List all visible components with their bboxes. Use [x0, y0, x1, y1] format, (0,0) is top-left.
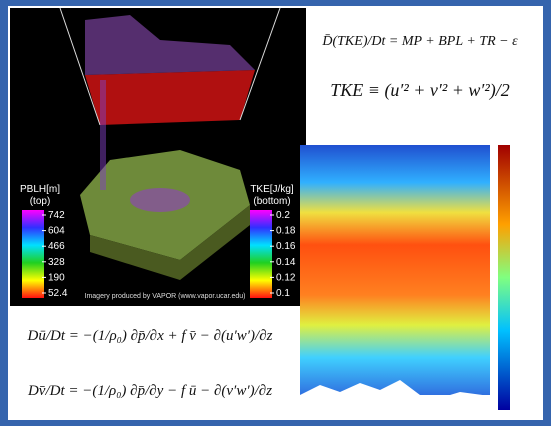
equation: D̄(TKE)/Dt = MP + BPL + TR − ε: [321, 34, 518, 49]
legend-subtitle: (bottom): [253, 196, 290, 207]
tke-column: [100, 80, 106, 190]
legend-label: 52.4: [48, 288, 68, 299]
legend-title: PBLH[m]: [20, 184, 60, 195]
pblh-surface: [85, 70, 255, 125]
tke-plume: [130, 188, 190, 212]
legend-label: 0.1: [276, 288, 290, 299]
legend-label: 466: [48, 241, 65, 252]
credit: Imagery produced by VAPOR (www.vapor.uca…: [85, 293, 246, 300]
legend-label: 328: [48, 257, 65, 268]
equation: Dv̄/Dt = −(1/ρ₀) ∂p̄/∂y − f ū − ∂(v′w′)/…: [27, 383, 272, 399]
cross-section: [300, 145, 490, 395]
legend-label: 0.14: [276, 257, 296, 268]
legend-label: 604: [48, 226, 65, 237]
legend-label: 0.2: [276, 210, 290, 221]
legend-label: 742: [48, 210, 65, 221]
section-colorbar: [498, 145, 510, 410]
equation: TKE ≡ (u′² + v′² + w′²)/2: [330, 80, 509, 101]
page: PBLH[m] (top) TKE[J/kg] (bottom) Imagery…: [0, 0, 551, 426]
legend-label: 0.12: [276, 272, 296, 283]
pblh-colorbar: [22, 210, 44, 298]
tke-colorbar: [250, 210, 272, 298]
equation: Dū/Dt = −(1/ρ₀) ∂p̄/∂x + f v̄ − ∂(u′w′)/…: [27, 328, 273, 344]
legend-label: 190: [48, 272, 65, 283]
legend-label: 0.16: [276, 241, 296, 252]
legend-title: TKE[J/kg]: [250, 184, 294, 195]
legend-subtitle: (top): [30, 196, 51, 207]
legend-label: 0.18: [276, 226, 296, 237]
